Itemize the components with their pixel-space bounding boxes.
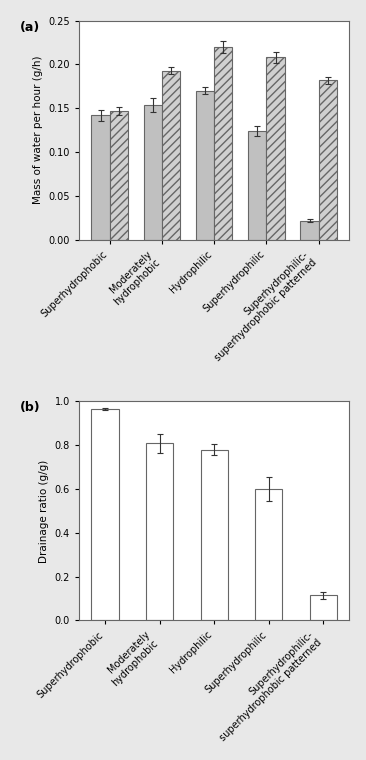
Bar <box>300 220 319 240</box>
Bar <box>92 409 119 620</box>
Bar <box>255 489 283 620</box>
Text: (b): (b) <box>20 401 40 414</box>
Text: (a): (a) <box>20 21 40 33</box>
Bar <box>214 47 232 240</box>
Y-axis label: Drainage ratio (g/g): Drainage ratio (g/g) <box>39 459 49 562</box>
Bar <box>146 443 173 620</box>
Bar <box>110 111 128 240</box>
Bar <box>92 116 110 240</box>
Bar <box>310 596 337 620</box>
Bar <box>196 90 214 240</box>
Bar <box>266 58 285 240</box>
Bar <box>201 450 228 620</box>
Y-axis label: Mass of water per hour (g/h): Mass of water per hour (g/h) <box>33 56 43 204</box>
Bar <box>162 71 180 240</box>
Bar <box>248 131 266 240</box>
Bar <box>143 105 162 240</box>
Bar <box>319 81 337 240</box>
